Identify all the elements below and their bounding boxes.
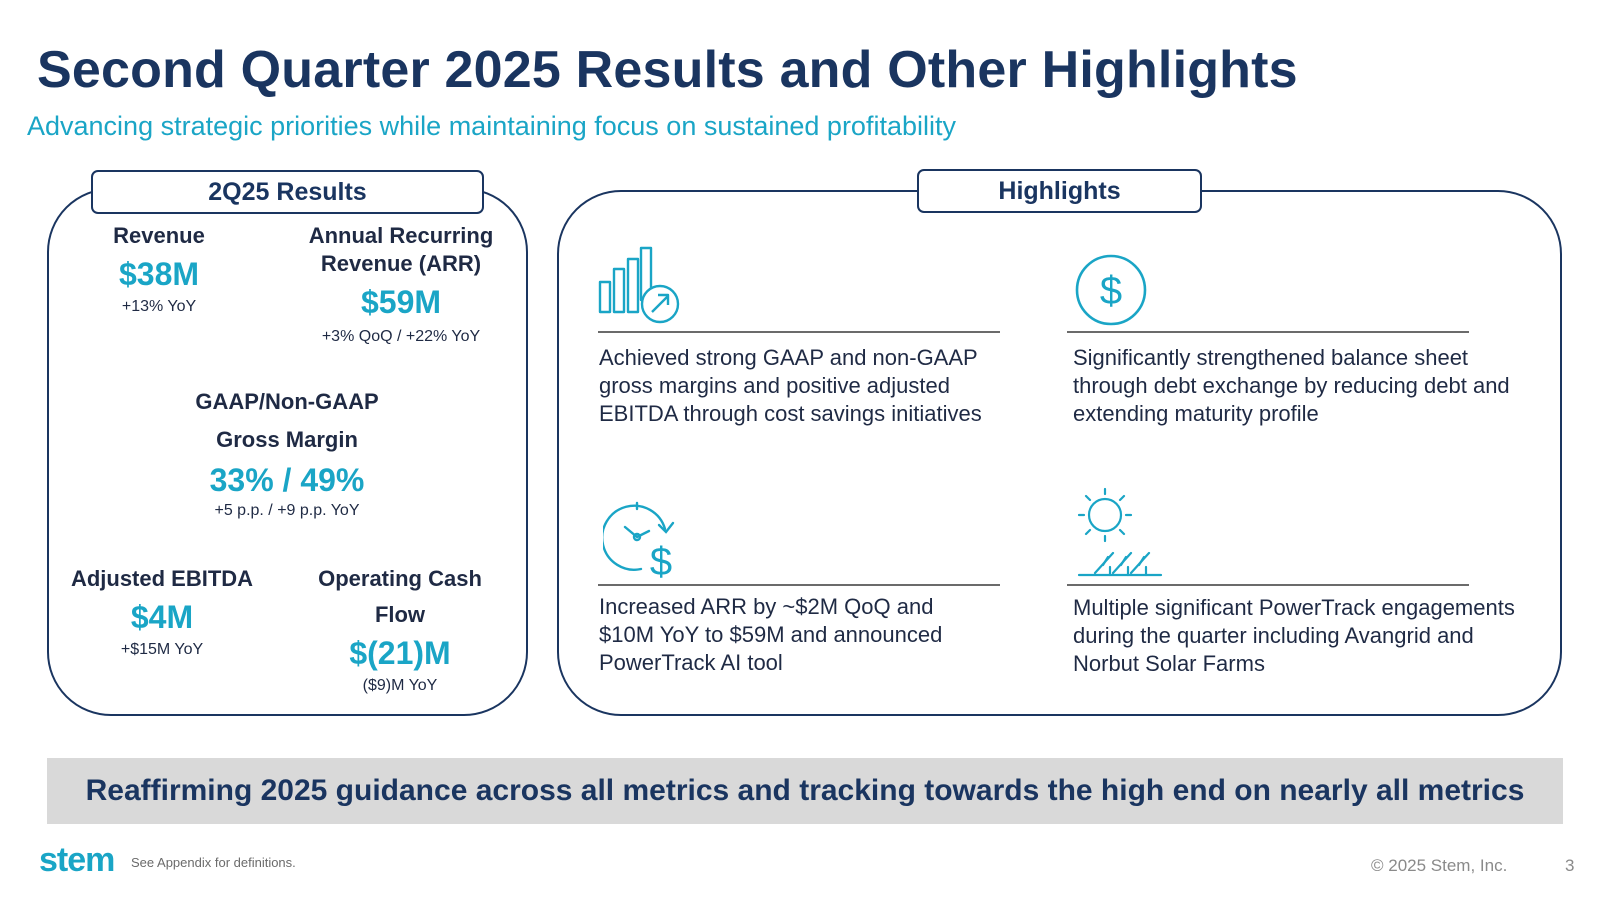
highlight-text-margins: Achieved strong GAAP and non-GAAP gross … <box>599 345 982 426</box>
stem-logo: stem <box>39 841 115 879</box>
highlights-panel <box>557 190 1562 716</box>
cash-flow-label-line2: Flow <box>374 602 426 627</box>
highlight-text-arr: Increased ARR by ~$2M QoQ and $10M YoY t… <box>599 594 943 675</box>
results-heading: 2Q25 Results <box>91 170 484 214</box>
clock-dollar-icon: $ <box>601 499 685 586</box>
ebitda-value: $4M <box>130 599 194 635</box>
highlight-text-powertrack: Multiple significant PowerTrack engageme… <box>1073 595 1515 676</box>
arr-value: $59M <box>360 284 442 320</box>
svg-text:$: $ <box>1100 269 1122 313</box>
solar-panels-sun-icon <box>1077 487 1163 584</box>
page-title: Second Quarter 2025 Results and Other Hi… <box>37 41 1298 99</box>
gross-margin-label-line2: Gross Margin <box>216 427 358 452</box>
cash-flow-change: ($9)M YoY <box>362 677 438 694</box>
ebitda-label: Adjusted EBITDA <box>70 566 254 591</box>
highlight-text-balance-sheet: Significantly strengthened balance sheet… <box>1073 345 1510 426</box>
page-number: 3 <box>1565 856 1575 875</box>
guidance-banner: Reaffirming 2025 guidance across all met… <box>47 758 1563 824</box>
gross-margin-metric: GAAP/Non-GAAP Gross Margin 33% / 49% +5 … <box>160 388 414 522</box>
gross-margin-label-line1: GAAP/Non-GAAP <box>195 389 379 414</box>
footnote: See Appendix for definitions. <box>131 855 296 870</box>
gross-margin-value: 33% / 49% <box>209 462 365 498</box>
arr-label-line2: Revenue (ARR) <box>320 251 482 276</box>
cash-flow-metric: Operating Cash Flow $(21)M ($9)M YoY <box>298 565 502 697</box>
copyright: © 2025 Stem, Inc. <box>1371 856 1508 875</box>
highlights-heading: Highlights <box>917 169 1202 213</box>
highlight-divider <box>1067 584 1469 586</box>
page-subtitle: Advancing strategic priorities while mai… <box>27 111 956 141</box>
highlight-divider <box>598 331 1000 333</box>
cash-flow-label-line1: Operating Cash <box>318 566 482 591</box>
highlight-divider <box>598 584 1000 586</box>
revenue-label: Revenue <box>113 223 205 248</box>
arr-label-line1: Annual Recurring <box>308 223 494 248</box>
revenue-change: +13% YoY <box>121 298 197 315</box>
cash-flow-value: $(21)M <box>349 635 451 671</box>
bar-chart-growth-icon <box>598 244 682 333</box>
gross-margin-change: +5 p.p. / +9 p.p. YoY <box>214 502 360 519</box>
revenue-value: $38M <box>118 256 200 292</box>
svg-text:$: $ <box>650 540 672 581</box>
arr-metric: Annual Recurring Revenue (ARR) $59M +3% … <box>288 222 514 348</box>
ebitda-metric: Adjusted EBITDA $4M +$15M YoY <box>56 565 268 661</box>
revenue-metric: Revenue $38M +13% YoY <box>73 222 245 318</box>
dollar-circle-icon: $ <box>1073 252 1149 333</box>
ebitda-change: +$15M YoY <box>120 641 204 658</box>
arr-change: +3% QoQ / +22% YoY <box>321 328 481 345</box>
highlight-divider <box>1067 331 1469 333</box>
results-panel <box>47 188 528 716</box>
